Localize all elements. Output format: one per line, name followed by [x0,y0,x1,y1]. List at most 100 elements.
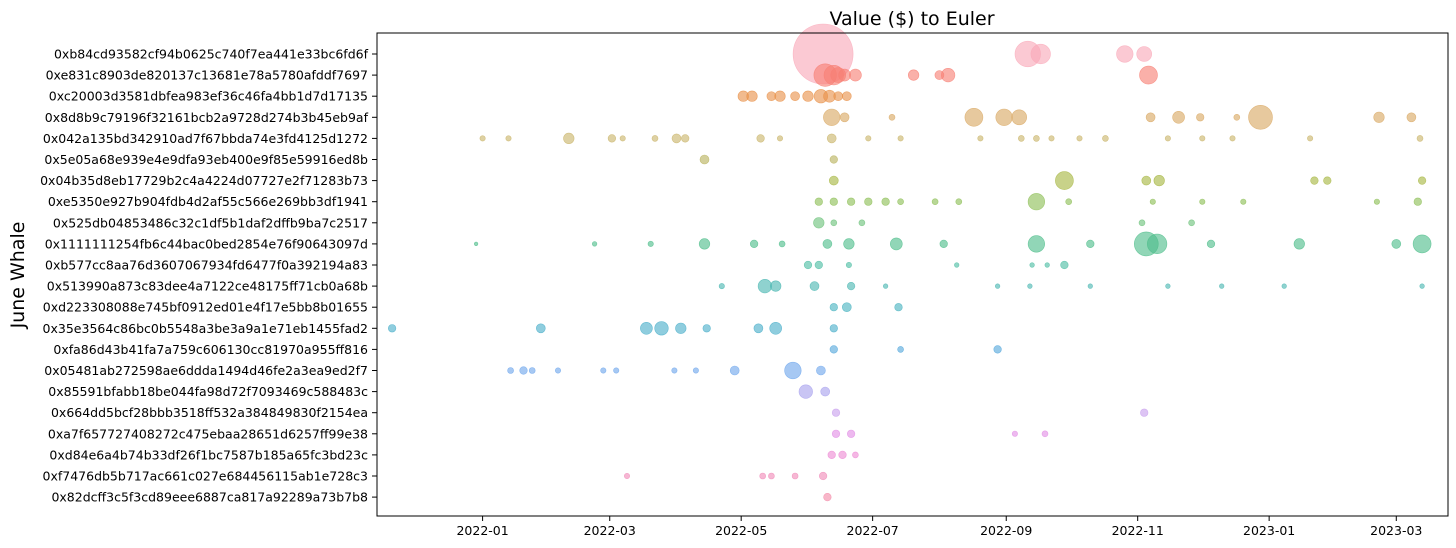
y-tick-label: 0x85591bfabb18be044fa98d72f7093469c58848… [48,384,368,399]
scatter-point [1136,46,1152,62]
scatter-point [820,386,831,397]
scatter-point [897,135,904,142]
scatter-point [955,198,963,205]
scatter-point [829,197,838,206]
scatter-point [852,451,859,459]
scatter-point [827,450,836,460]
y-tick-label: 0xe831c8903de820137c13681e78a5780afddf76… [46,68,368,83]
scatter-point [1140,408,1149,417]
scatter-point [1011,430,1018,437]
scatter-point [1065,198,1072,205]
plot-frame [376,32,1449,517]
scatter-point [623,472,630,479]
x-tick-label: 2022-03 [584,523,636,538]
scatter-point [1044,262,1050,268]
scatter-point [1060,260,1069,270]
scatter-point [1248,105,1273,130]
scatter-point [1145,112,1156,123]
scatter-point [474,241,479,246]
scatter-point [1165,283,1171,289]
scatter-point [1027,235,1045,253]
scatter-point [675,322,687,334]
scatter-point [897,198,904,205]
scatter-point [554,367,561,374]
scatter-point [1102,135,1109,142]
scatter-point [829,324,838,333]
scatter-point [882,283,889,289]
scatter-point [826,133,837,144]
scatter-point [1153,175,1165,187]
scatter-point [1196,113,1205,122]
scatter-point [839,112,850,123]
scatter-point [1149,198,1156,205]
scatter-point [838,450,847,460]
scatter-point [654,321,669,336]
scatter-point [746,90,758,102]
scatter-point [897,346,904,353]
scatter-point [1281,283,1287,289]
scatter-point [858,219,866,227]
scatter-point [829,155,838,164]
scatter-point [829,303,838,312]
scatter-point [769,321,783,335]
scatter-point [1323,176,1332,185]
scatter-point [828,175,839,186]
scatter-point [1206,239,1216,248]
y-tick-label: 0x1111111254fb6c44bac0bed2854e76f9064309… [45,236,368,251]
scatter-point [849,68,862,82]
scatter-point [1307,135,1314,142]
scatter-point [1240,198,1247,205]
scatter-point [845,261,852,268]
scatter-point [1027,283,1033,289]
scatter-point [671,367,678,374]
scatter-point [519,366,528,375]
scatter-point [1146,233,1168,254]
scatter-point [1086,239,1095,248]
scatter-point [816,365,826,376]
y-tick-label: 0x042a135bd342910ad7f67bbda74e3fd4125d12… [43,131,368,146]
y-tick-label: 0xe5350e927b904fdb4d2af55c566e269bb3df19… [48,194,368,209]
scatter-point [563,132,575,144]
scatter-point [1087,283,1093,289]
scatter-point [1416,135,1424,142]
scatter-point [1199,135,1206,142]
y-tick-label: 0xb577cc8aa76d3607067934fd6477f0a392194a… [45,258,368,273]
scatter-point [619,135,626,142]
scatter-point [993,345,1002,354]
x-axis-ticks: 2022-01 2022-03 2022-05 2022-07 2022-09 2022-… [456,516,1422,538]
scatter-point [681,134,690,143]
scatter-point [1419,283,1425,289]
scatter-point [528,367,536,374]
scatter-point [1029,262,1035,268]
scatter-point [1055,171,1074,190]
x-tick-label: 2023-03 [1370,523,1422,538]
scatter-point [770,280,782,292]
scatter-point [881,197,890,206]
scatter-point [931,198,939,205]
scatter-point [698,238,711,250]
scatter-point [607,134,617,143]
scatter-point [753,323,764,334]
scatter-point [1017,135,1025,142]
scatter-point [756,134,765,143]
y-tick-label: 0x35e3564c86bc0b5548a3be3a9a1e71eb1455fa… [43,321,368,336]
y-tick-label: 0x5e05a68e939e4e9dfa93eb400e9f85e59916ed… [44,152,368,167]
scatter-point [591,241,598,247]
scatter-point [768,472,775,480]
y-tick-label: 0x513990a873c83dee4a7122ce48175ff71cb0a6… [47,279,368,294]
y-tick-label: 0xa7f657727408272c475ebaa28651d6257ff99e… [48,426,368,441]
scatter-point [907,69,920,81]
scatter-point [798,384,813,399]
y-tick-label: 0x05481ab272598ae6ddda1494d46fe2a3ea9ed2… [44,363,368,378]
scatter-point [865,135,872,142]
scatter-point [507,367,514,374]
scatter-point [1310,176,1319,185]
scatter-point [995,108,1013,126]
scatter-point [1138,219,1146,227]
scatter-point [749,239,759,248]
y-tick-label: 0xfa86d43b41fa7a759c606130cc81970a955ff8… [53,342,368,357]
y-axis-label: June Whale [7,222,29,330]
scatter-point [1412,234,1432,254]
scatter-point [814,197,823,206]
